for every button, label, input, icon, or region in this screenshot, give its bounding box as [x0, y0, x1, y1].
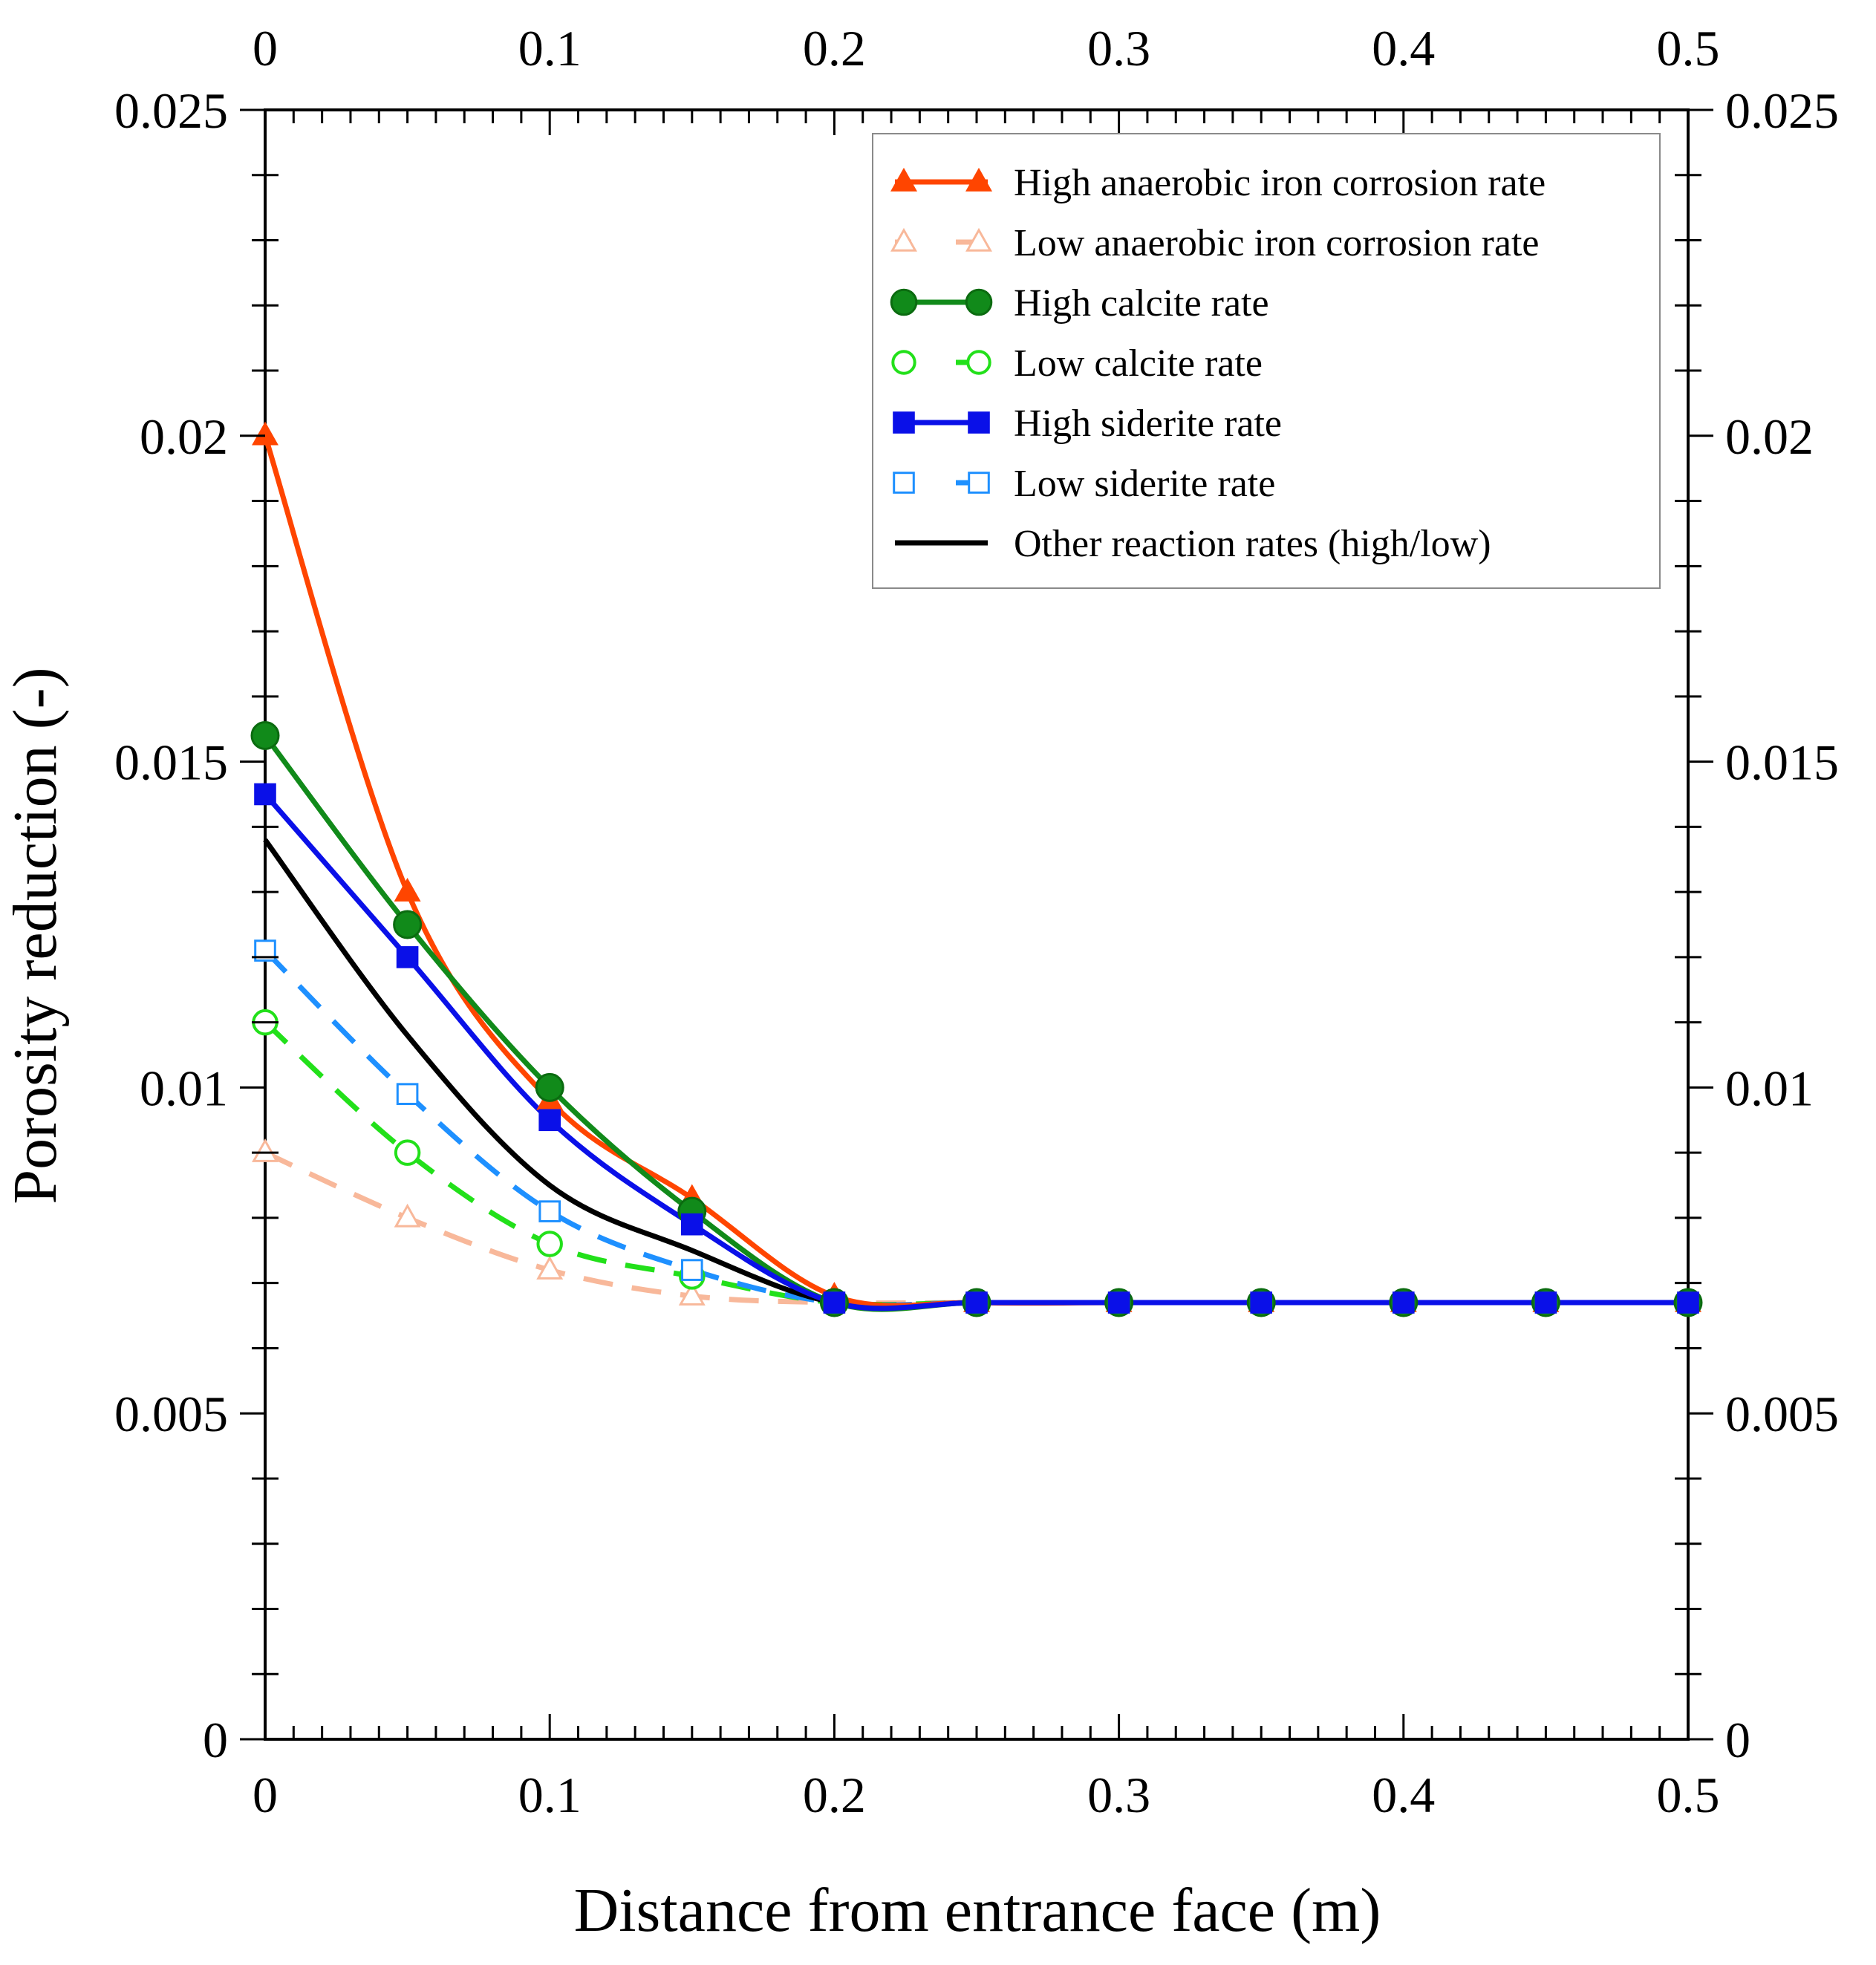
series-line-3 [263, 1020, 1688, 1308]
y-tick-label-right: 0 [1725, 1712, 1750, 1768]
y-tick-label-left: 0 [203, 1712, 228, 1768]
data-point-series-0 [252, 421, 279, 446]
legend-marker-3 [966, 350, 991, 375]
data-point-series-1 [394, 1203, 421, 1228]
x-tick-label-top: 0.5 [1657, 20, 1720, 76]
legend-marker-2 [890, 288, 918, 316]
x-tick-label-bottom: 0.3 [1087, 1767, 1150, 1823]
data-point-series-4 [1677, 1291, 1699, 1314]
x-tick-label-bottom: 0.5 [1657, 1767, 1720, 1823]
data-point-series-3 [536, 1231, 563, 1257]
legend-marker-4 [893, 411, 915, 434]
data-point-series-5 [681, 1259, 703, 1281]
data-point-series-4 [1250, 1291, 1273, 1314]
data-point-series-1 [678, 1282, 706, 1306]
legend-label-1: Low anaerobic iron corrosion rate [1014, 222, 1539, 264]
legend-box [872, 133, 1661, 589]
x-tick-label-bottom: 0.1 [518, 1767, 582, 1823]
legend-marker-0 [965, 167, 992, 192]
legend: High anaerobic iron corrosion rate Low an… [872, 133, 1661, 589]
data-point-series-4 [1534, 1291, 1557, 1314]
series-line-6 [263, 838, 1688, 1309]
y-tick-label-left: 0.005 [114, 1386, 228, 1442]
y-tick-label-right: 0.015 [1725, 734, 1839, 791]
data-point-series-4 [681, 1213, 703, 1236]
data-point-series-2 [250, 720, 280, 750]
legend-marker-2 [965, 288, 993, 316]
x-tick-label-top: 0 [253, 20, 278, 76]
data-point-series-4 [396, 946, 419, 968]
data-point-series-1 [536, 1255, 564, 1280]
x-tick-label-top: 0.2 [803, 20, 866, 76]
data-point-series-4 [254, 783, 276, 806]
legend-marker-1 [890, 227, 917, 252]
legend-label-4: High siderite rate [1014, 403, 1282, 445]
data-point-series-5 [396, 1083, 419, 1105]
x-tick-label-bottom: 0 [253, 1767, 278, 1823]
y-tick-label-left: 0.025 [114, 82, 228, 139]
x-tick-label-top: 0.3 [1087, 20, 1150, 76]
series-line-1 [264, 1150, 1688, 1306]
x-tick-label-top: 0.4 [1372, 20, 1435, 76]
data-point-series-0 [394, 877, 421, 902]
y-axis-title: Porosity reduction (-) [1, 667, 70, 1204]
data-point-series-3 [394, 1139, 421, 1166]
y-tick-label-left: 0.01 [140, 1060, 228, 1116]
data-point-series-4 [965, 1291, 988, 1314]
y-tick-label-left: 0.015 [114, 734, 228, 791]
y-tick-label-right: 0.005 [1725, 1386, 1839, 1442]
legend-marker-5 [893, 472, 915, 494]
legend-label-0: High anaerobic iron corrosion rate [1014, 162, 1546, 204]
y-tick-label-right: 0.025 [1725, 82, 1839, 139]
y-tick-label-right: 0.02 [1725, 408, 1814, 465]
series-line-5 [263, 948, 1688, 1308]
data-point-series-4 [538, 1109, 561, 1132]
data-point-series-4 [1107, 1291, 1130, 1314]
y-tick-label-left: 0.02 [140, 408, 228, 465]
legend-marker-1 [965, 227, 992, 252]
tick-layer: 000.10.10.20.20.30.30.40.40.50.50 00.005 0… [114, 20, 1839, 1823]
data-point-series-4 [1393, 1291, 1415, 1314]
data-point-series-2 [535, 1072, 564, 1102]
legend-marker-3 [891, 350, 916, 375]
x-axis-title: Distance from entrance face (m) [574, 1876, 1381, 1945]
x-tick-label-bottom: 0.4 [1372, 1767, 1435, 1823]
x-tick-label-top: 0.1 [518, 20, 582, 76]
legend-marker-5 [968, 472, 990, 494]
legend-marker-0 [890, 167, 917, 192]
legend-label-5: Low siderite rate [1014, 463, 1275, 505]
data-point-series-5 [538, 1200, 561, 1222]
legend-marker-4 [968, 411, 990, 434]
y-tick-label-right: 0.01 [1725, 1060, 1814, 1116]
x-tick-label-bottom: 0.2 [803, 1767, 866, 1823]
data-point-series-1 [252, 1138, 279, 1162]
legend-label-2: High calcite rate [1014, 282, 1269, 325]
data-point-series-4 [823, 1291, 846, 1314]
data-point-series-2 [393, 910, 423, 939]
legend-label-3: Low calcite rate [1014, 342, 1263, 385]
series-line-4 [263, 792, 1688, 1311]
marker-layer [250, 421, 1703, 1317]
legend-label-6: Other reaction rates (high/low) [1014, 523, 1491, 565]
